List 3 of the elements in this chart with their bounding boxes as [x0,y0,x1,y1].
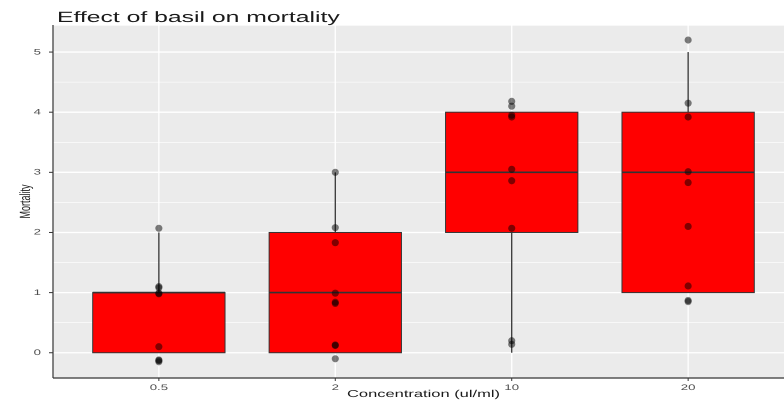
x-axis-title: Concentration (ul/ml) [347,388,500,400]
chart-title: Effect of basil on mortality [57,8,341,26]
y-axis-title: Mortality [16,184,34,218]
